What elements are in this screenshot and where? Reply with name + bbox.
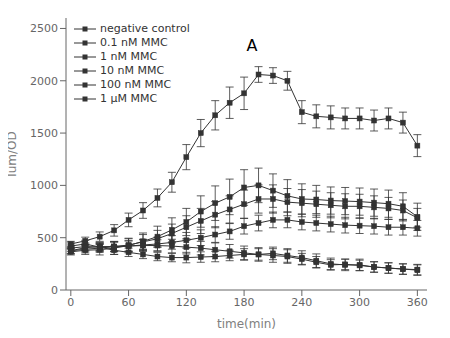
svg-text:60: 60	[122, 296, 136, 309]
svg-text:180: 180	[234, 296, 255, 309]
html-text:10 nM MMC: 10 nM MMC	[100, 64, 165, 77]
html-text:negative control: negative control	[100, 22, 190, 35]
svg-text:120: 120	[176, 296, 197, 309]
html-text:A: A	[246, 36, 258, 55]
svg-text:240: 240	[291, 296, 312, 309]
svg-text:0: 0	[51, 284, 58, 297]
svg-text:lum/OD: lum/OD	[8, 131, 19, 176]
html-text:100 nM MMC: 100 nM MMC	[100, 78, 172, 91]
svg-text:2000: 2000	[30, 75, 58, 88]
svg-text:300: 300	[349, 296, 370, 309]
svg-text:2500: 2500	[30, 22, 58, 35]
svg-text:1500: 1500	[30, 127, 58, 140]
svg-text:time(min): time(min)	[217, 317, 276, 330]
svg-text:500: 500	[37, 232, 58, 245]
html-text:1 μM MMC: 1 μM MMC	[100, 92, 158, 105]
html-text:1 nM MMC: 1 nM MMC	[100, 50, 158, 63]
svg-text:360: 360	[407, 296, 428, 309]
html-text:0.1 nM MMC: 0.1 nM MMC	[100, 36, 168, 49]
svg-text:0: 0	[67, 296, 74, 309]
svg-text:1000: 1000	[30, 179, 58, 192]
